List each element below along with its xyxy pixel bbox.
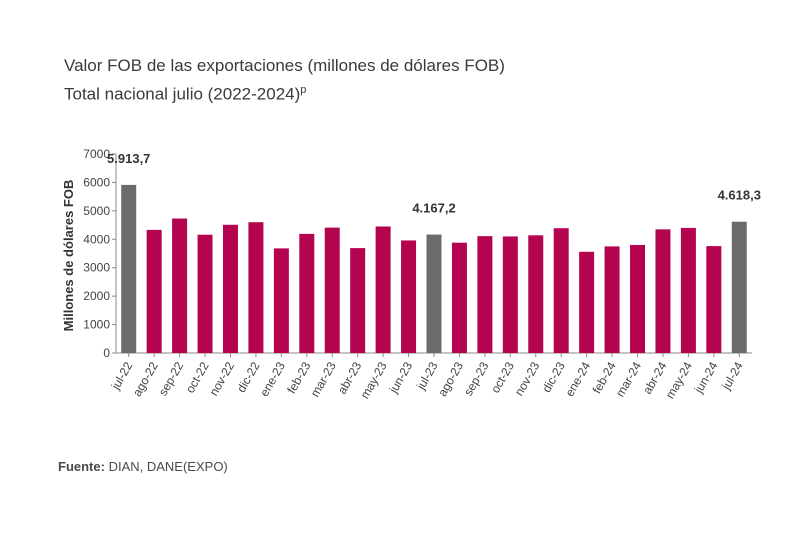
x-tick-label: jun-24 <box>691 359 720 396</box>
bar-ago-22 <box>146 229 162 353</box>
x-tick-label: sep-22 <box>156 359 187 398</box>
y-tick-label: 4000 <box>83 232 110 246</box>
bar-sep-23 <box>477 236 493 353</box>
x-tick-label: ago-23 <box>435 359 466 399</box>
y-axis-title: Millones de dólares FOB <box>61 180 76 332</box>
bar-jul-22 <box>121 184 137 353</box>
source-label: Fuente: <box>58 459 105 474</box>
bar-feb-24 <box>604 246 620 353</box>
source-text: DIAN, DANE(EXPO) <box>108 459 228 474</box>
bar-jun-24 <box>706 246 722 353</box>
x-tick-label: mar-24 <box>613 359 644 399</box>
subtitle-superscript: p <box>300 84 307 96</box>
y-tick-label: 6000 <box>83 175 110 189</box>
y-tick-label: 5000 <box>83 204 110 218</box>
bar-dic-22 <box>248 222 264 353</box>
x-tick-label: nov-23 <box>512 359 543 398</box>
x-tick-label: jun-23 <box>386 359 415 396</box>
bar-jul-23 <box>426 234 442 353</box>
x-tick-label: ene-24 <box>562 359 593 399</box>
y-tick-label: 2000 <box>83 289 110 303</box>
bar-abr-23 <box>350 248 366 353</box>
subtitle-text: Total nacional julio (2022-2024) <box>64 84 301 104</box>
y-tick-label: 7000 <box>83 147 110 161</box>
source-note: Fuente: DIAN, DANE(EXPO) <box>58 459 228 474</box>
bar-oct-23 <box>502 236 518 353</box>
bar-jun-23 <box>401 240 417 353</box>
y-tick-label: 3000 <box>83 261 110 275</box>
data-label: 5.913,7 <box>107 151 150 166</box>
data-label: 4.167,2 <box>412 201 455 216</box>
bar-ene-23 <box>273 248 289 353</box>
x-tick-label: jul-24 <box>719 359 746 393</box>
bar-feb-23 <box>299 233 315 353</box>
chart-title: Valor FOB de las exportaciones (millones… <box>64 56 505 75</box>
bar-may-23 <box>375 226 391 353</box>
chart-subtitle: Total nacional julio (2022-2024)p <box>64 84 306 105</box>
x-tick-label: mar-23 <box>308 359 339 399</box>
x-tick-label: sep-23 <box>461 359 492 398</box>
bar-mar-24 <box>630 244 646 353</box>
bar-mar-23 <box>324 227 340 353</box>
bar-nov-23 <box>528 235 544 353</box>
bar-abr-24 <box>655 229 671 353</box>
bar-ene-24 <box>579 251 595 353</box>
x-tick-label: nov-22 <box>207 359 238 398</box>
y-tick-label: 0 <box>103 346 110 360</box>
x-tick-label: ago-22 <box>130 359 161 399</box>
data-label: 4.618,3 <box>718 188 761 203</box>
bar-jul-24 <box>731 221 747 353</box>
y-tick-label: 1000 <box>83 318 110 332</box>
bar-oct-22 <box>197 234 213 353</box>
bar-ago-23 <box>451 242 467 353</box>
bar-may-24 <box>680 227 696 353</box>
x-tick-label: ene-23 <box>257 359 288 399</box>
bar-sep-22 <box>172 218 188 353</box>
bar-dic-23 <box>553 228 569 353</box>
bar-nov-22 <box>222 224 238 353</box>
